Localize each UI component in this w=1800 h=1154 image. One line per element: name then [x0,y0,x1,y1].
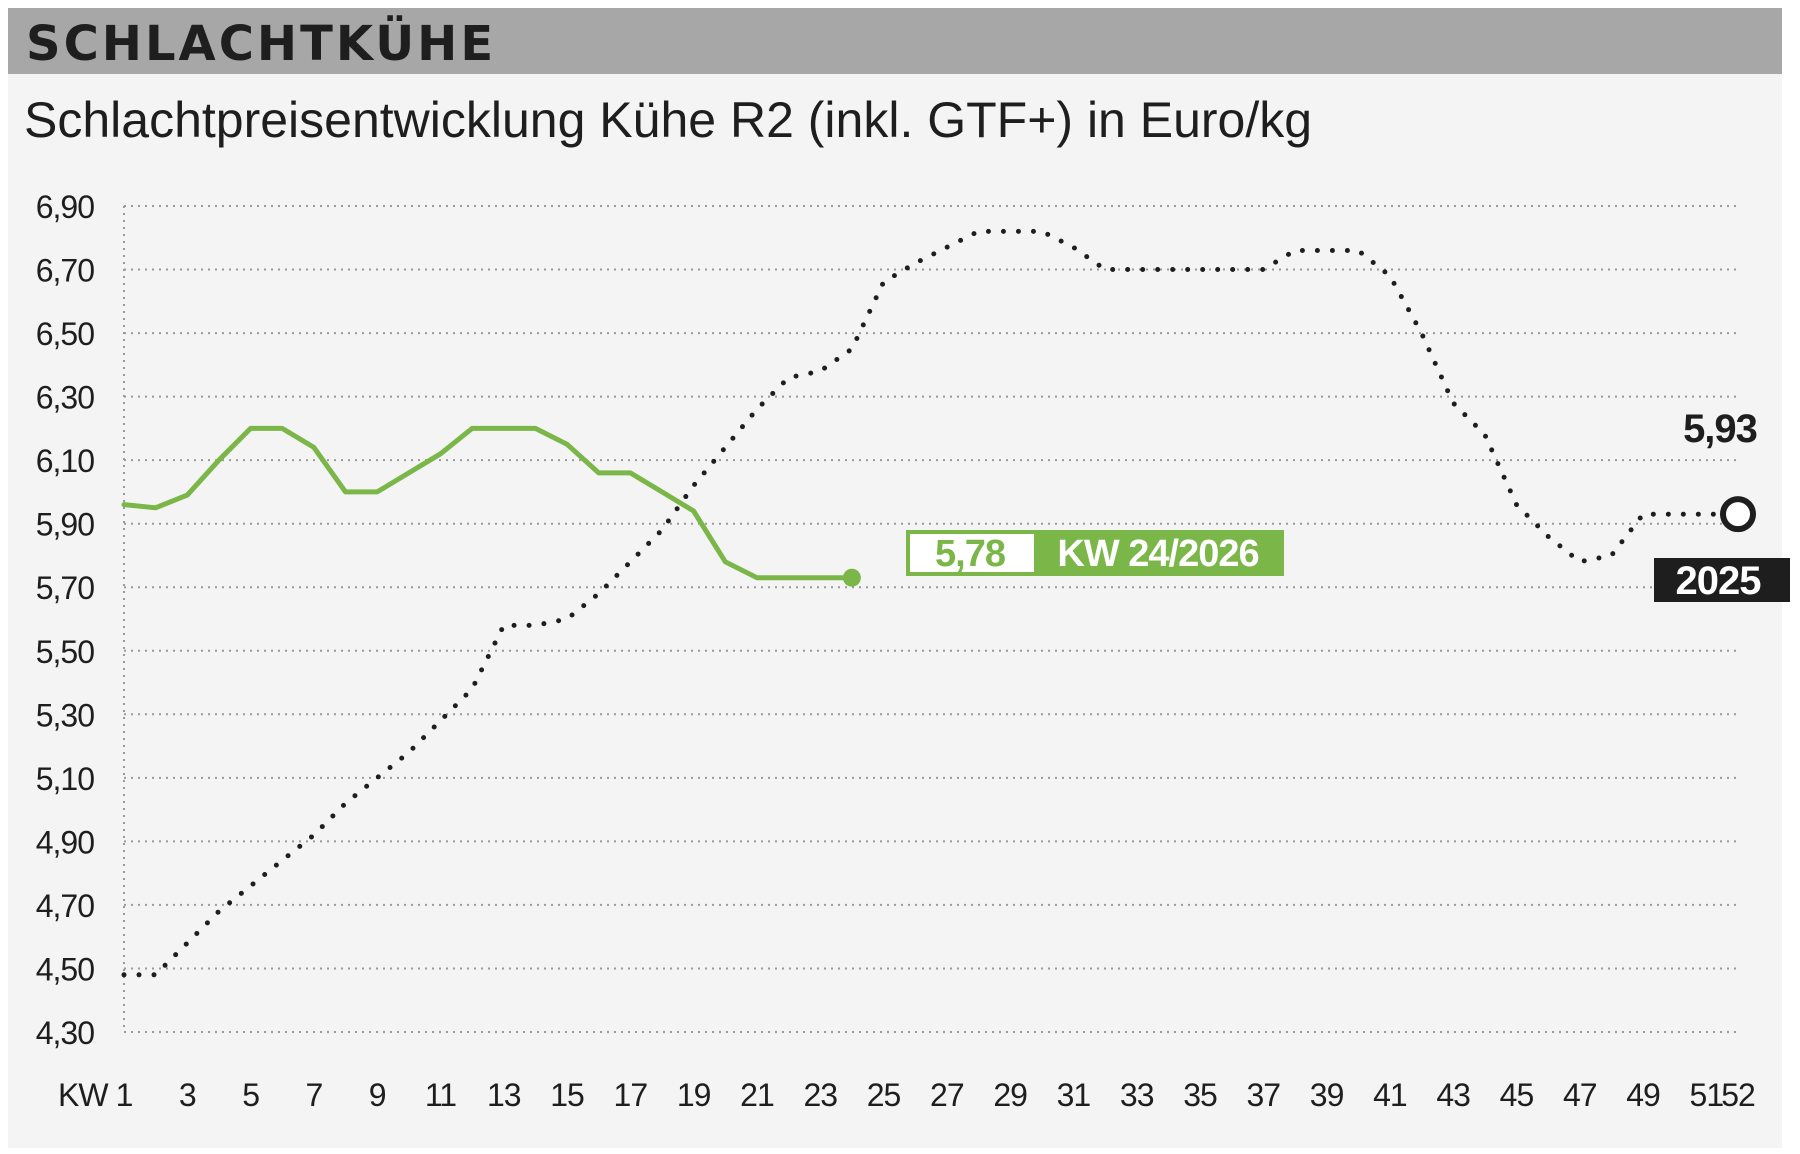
x-tick-label: 7 [305,1077,322,1113]
x-tick-label: 17 [614,1077,648,1113]
annotation-2025-value: 5,93 [1683,407,1757,451]
y-tick-label: 6,90 [36,189,94,225]
y-tick-label: 4,50 [36,951,94,987]
annotation-2025-badge-fill [1654,558,1790,602]
x-tick-label: 13 [487,1077,521,1113]
x-tick-label: 25 [867,1077,901,1113]
x-tick-label: 27 [930,1077,964,1113]
y-tick-label: 4,70 [36,888,94,924]
x-tick-label: 9 [369,1077,386,1113]
annotation-2025-label: 2025 [1676,559,1762,603]
annotation-2026-value: 5,78 [935,533,1005,575]
x-tick-label: 47 [1563,1077,1597,1113]
x-tick-label: 31 [1057,1077,1091,1113]
x-tick-label: 45 [1500,1077,1534,1113]
x-tick-label: 11 [425,1077,456,1113]
y-axis: 4,30 4,50 4,70 4,90 5,10 5,30 5,50 5,70 5,90 6,10… [36,189,95,1051]
y-tick-label: 5,50 [36,634,94,670]
y-tick-label: 6,70 [36,253,94,289]
x-tick-label: 51 [1690,1077,1724,1113]
header-bar [8,8,1782,74]
y-tick-label: 6,10 [36,443,94,479]
x-axis: KW 1 3 5 7 9 11 13 15 17 19 21 23 25 27 29 31 33 35 37 39 41 4… [58,1077,1756,1113]
y-tick-label: 4,30 [36,1015,94,1051]
series-line-2026 [121,425,855,581]
x-tick-label: 1 [116,1077,133,1113]
x-tick-label: 29 [993,1077,1027,1113]
chart-panel [8,8,1782,1148]
x-tick-label: 33 [1120,1077,1154,1113]
x-tick-label: 15 [550,1077,584,1113]
y-tick-label: 5,30 [36,697,94,733]
y-tick-label: 5,70 [36,570,94,606]
annotation-2026-badge-fill [1034,532,1282,574]
series-line-2025 [121,228,1741,978]
x-tick-label: 49 [1626,1077,1660,1113]
chart-title: Schlachtpreisentwicklung Kühe R2 (inkl. … [24,92,1313,148]
header-label: SCHLACHTKÜHE [26,16,497,72]
x-tick-label: 21 [740,1077,774,1113]
y-tick-label: 5,90 [36,507,94,543]
x-tick-label: 35 [1183,1077,1217,1113]
x-tick-label: 52 [1721,1077,1755,1113]
x-tick-label: 23 [803,1077,837,1113]
x-axis-label: KW [58,1077,109,1113]
x-tick-label: 41 [1373,1077,1407,1113]
x-tick-label: 43 [1436,1077,1470,1113]
end-marker-2025 [1720,496,1756,533]
y-tick-label: 4,90 [36,824,94,860]
annotation-2026-label: KW 24/2026 [1057,533,1258,575]
x-tick-label: 3 [179,1077,196,1113]
x-tick-label: 19 [677,1077,711,1113]
y-tick-label: 5,10 [36,761,94,797]
annotations: 5,78 KW 24/2026 5,93 2025 [906,407,1790,603]
end-marker-2026 [842,568,861,587]
y-tick-label: 6,50 [36,316,94,352]
x-tick-label: 37 [1246,1077,1280,1113]
gridlines [123,205,1738,1033]
series-layer [121,228,1756,978]
x-tick-label: 39 [1310,1077,1344,1113]
y-tick-label: 6,30 [36,380,94,416]
x-tick-label: 5 [242,1077,259,1113]
